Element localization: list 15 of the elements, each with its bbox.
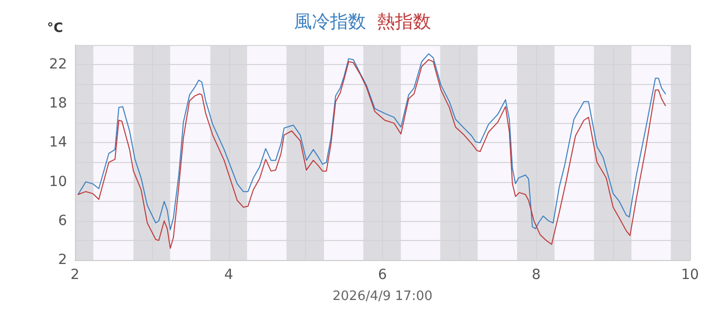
y-tick-label: 10: [49, 174, 67, 190]
y-tick-label: 18: [49, 96, 67, 112]
x-tick-label: 10: [681, 267, 699, 283]
x-tick-label: 4: [224, 267, 234, 283]
x-tick-label: 2: [70, 267, 80, 283]
x-axis-title: 2026/4/9 17:00: [332, 289, 432, 304]
x-tick-label: 6: [378, 267, 388, 283]
y-tick-label: 6: [58, 212, 68, 229]
y-tick-label: 22: [49, 56, 67, 73]
x-tick-label: 8: [532, 267, 541, 283]
y-tick-label: 2: [58, 252, 67, 268]
y-axis-title: °C: [46, 21, 63, 36]
y-tick-label: 14: [49, 134, 68, 151]
series-label: 風冷指数: [294, 12, 366, 32]
series-label: 熱指数: [377, 12, 431, 32]
